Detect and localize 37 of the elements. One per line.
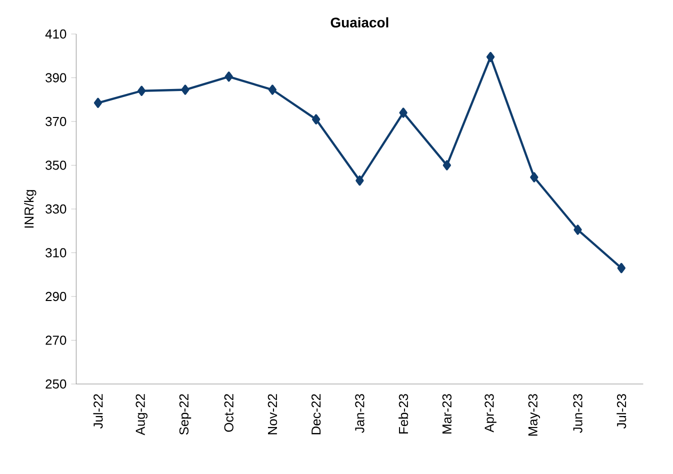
x-tick-label: Aug-22 (136, 394, 148, 436)
x-tick-label: Jan-23 (355, 394, 364, 433)
y-axis-title: INR/kg (24, 190, 36, 228)
x-tick-label: Mar-23 (442, 394, 452, 434)
point (530, 172, 538, 182)
y-tick-label: 250 (46, 379, 66, 389)
y-tick-label: 370 (46, 116, 66, 126)
point (356, 175, 364, 186)
point (486, 52, 495, 62)
x-tick-label: May-23 (528, 394, 540, 436)
y-tick-label: 310 (46, 248, 66, 258)
y-tick-label: 290 (46, 292, 66, 302)
point (181, 84, 190, 95)
point (138, 86, 146, 96)
x-tick-label: Nov-22 (268, 394, 278, 434)
y-tick-label: 390 (46, 73, 66, 82)
y-tick-label: 350 (46, 160, 66, 170)
x-tick-label: Jul-22 (93, 394, 103, 429)
y-tick-label: 410 (45, 29, 66, 39)
x-tick-label: Dec-22 (311, 394, 321, 434)
point (617, 262, 626, 274)
x-tick-label: Jul-23 (616, 394, 626, 429)
point (399, 108, 408, 118)
chart-title: Guaiacol (330, 17, 388, 28)
point (268, 84, 277, 95)
point (224, 72, 233, 82)
x-tick-label: Oct-22 (224, 394, 234, 432)
point (574, 224, 582, 235)
x-tick-label: Sep-22 (179, 394, 192, 435)
point (312, 114, 320, 124)
point (94, 98, 102, 108)
x-tick-label: Feb-23 (398, 394, 408, 434)
y-tick-label: 270 (46, 336, 66, 345)
point (442, 160, 452, 170)
x-tick-label: Jun-23 (573, 394, 582, 433)
y-tick-label: 330 (46, 204, 66, 214)
x-tick-label: Apr-23 (484, 394, 496, 432)
